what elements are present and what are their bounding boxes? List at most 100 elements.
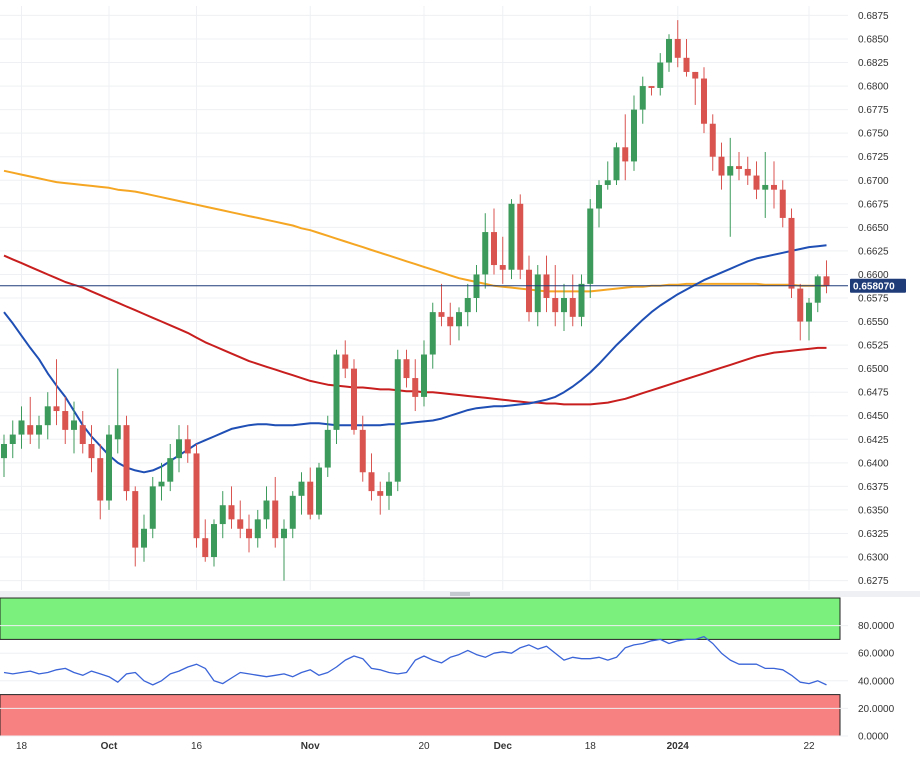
candle-body (316, 467, 322, 515)
candle (683, 38, 690, 77)
price-tick-label: 0.6625 (858, 246, 889, 257)
candle-body (499, 265, 506, 270)
candle (403, 349, 410, 388)
candle (482, 213, 489, 289)
candle-body (149, 486, 156, 529)
candle (307, 467, 314, 520)
candle (36, 415, 42, 449)
candle (753, 161, 760, 200)
candle (499, 236, 506, 284)
candle-body (438, 312, 445, 317)
candle (429, 302, 436, 369)
candle-body (351, 368, 357, 430)
candle-body (167, 458, 174, 482)
candle-body (622, 147, 629, 162)
candle (246, 514, 252, 553)
price-tick-label: 0.6650 (858, 223, 889, 234)
price-tick-label: 0.6350 (858, 505, 889, 516)
candle (447, 302, 454, 346)
candle-body (18, 420, 25, 435)
oscillator-line (3, 635, 827, 686)
candle-body (281, 528, 287, 539)
candle-body (53, 406, 60, 412)
candle-body (1, 444, 7, 459)
moving-average-blue (3, 244, 827, 474)
candle-body (587, 208, 594, 284)
candle (263, 486, 270, 529)
candle (158, 462, 165, 501)
candle-body (727, 166, 734, 176)
last-price-label: 0.658070 (853, 281, 895, 292)
candle (823, 260, 830, 294)
candle-body (359, 429, 366, 473)
candle (114, 368, 121, 454)
candle-body (771, 184, 777, 190)
candle-body (814, 276, 821, 303)
candle-body (342, 354, 349, 369)
candle (473, 265, 480, 313)
panel-divider[interactable] (0, 591, 920, 597)
date-axis: 18 Oct 16 Nov 20 Dec 18 2024 22 (16, 741, 815, 752)
candle (561, 283, 567, 331)
candle (814, 274, 821, 313)
candle-body (806, 302, 812, 322)
candle (674, 20, 681, 68)
candle (596, 180, 602, 228)
oscillator-tick-label: 20.0000 (858, 704, 895, 715)
candles (1, 20, 830, 581)
candle-body (368, 472, 375, 492)
candle (289, 491, 296, 539)
candle (132, 486, 139, 567)
candle (141, 514, 147, 562)
candle-body (517, 203, 524, 270)
date-tick-label: 2024 (667, 741, 690, 752)
candle (543, 255, 550, 313)
candle-body (788, 217, 795, 289)
candle-body (429, 312, 436, 355)
date-tick-label: 18 (585, 741, 597, 752)
candle (62, 396, 69, 444)
candle (421, 340, 427, 407)
candle (211, 519, 217, 567)
candle (587, 199, 594, 298)
candle (622, 114, 629, 181)
price-axis: 0.6275 0.6300 0.6325 0.6350 0.6375 0.6400 0.64… (858, 11, 889, 587)
candle (771, 161, 777, 209)
candle (324, 415, 331, 477)
candle (18, 406, 25, 449)
candle-body (97, 458, 104, 501)
candle (272, 476, 279, 548)
price-tick-label: 0.6850 (858, 34, 889, 45)
candle-body (272, 500, 279, 539)
candle-body (289, 495, 296, 529)
candle-body (106, 434, 112, 501)
candle (359, 415, 366, 482)
candle (508, 199, 515, 280)
candle-body (263, 500, 270, 520)
candle-body (36, 425, 42, 435)
candle (709, 114, 716, 171)
candle-body (491, 232, 497, 266)
candle-body (141, 528, 147, 548)
candle-body (456, 312, 462, 327)
oscillator-series-line (3, 635, 827, 686)
candle (569, 274, 576, 327)
candle-body (482, 232, 489, 275)
candle-body (674, 38, 681, 58)
candle (744, 156, 751, 185)
price-tick-label: 0.6600 (858, 270, 889, 281)
candle (281, 519, 287, 581)
oscillator-tick-label: 80.0000 (858, 621, 895, 632)
candle (333, 349, 340, 444)
price-tick-label: 0.6550 (858, 317, 889, 328)
candle (377, 481, 384, 515)
candle-body (701, 78, 707, 124)
candle (386, 472, 392, 510)
candle (71, 401, 77, 454)
date-tick-label: 22 (803, 741, 815, 752)
price-tick-label: 0.6525 (858, 341, 889, 352)
moving-average-orange (3, 169, 827, 293)
candle (639, 76, 646, 124)
price-tick-label: 0.6825 (858, 58, 889, 69)
price-tick-label: 0.6750 (858, 129, 889, 140)
